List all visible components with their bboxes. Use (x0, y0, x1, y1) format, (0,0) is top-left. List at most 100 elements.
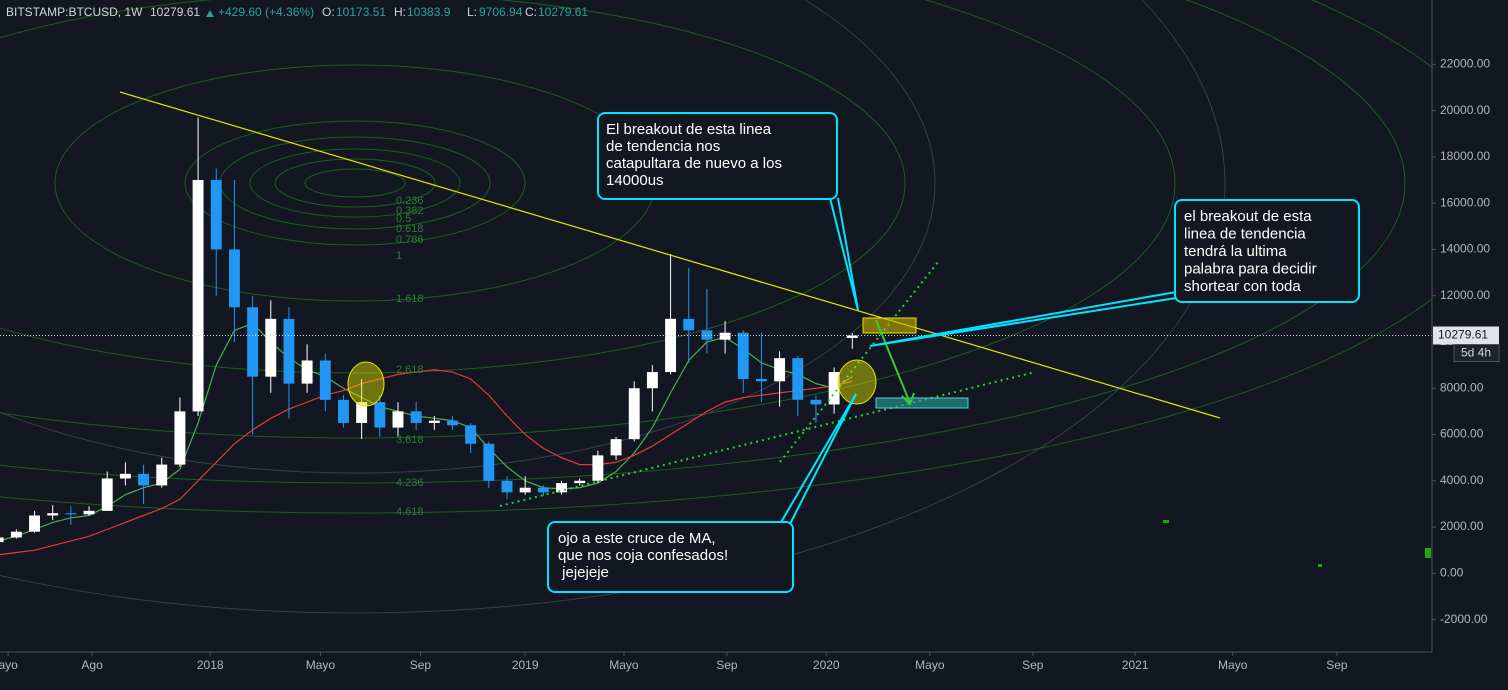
x-tick-label: 2018 (197, 658, 224, 672)
fib-level-label: 0.382 (396, 205, 424, 217)
callout-text: shortear con toda (1184, 278, 1301, 295)
x-tick-label: Mayo (1218, 658, 1248, 672)
callout-box (1174, 199, 1360, 303)
fib-level-label: 3.618 (396, 434, 424, 446)
candle-body (10, 531, 22, 538)
x-tick-label: Mayo (306, 658, 336, 672)
y-tick-label: 14000.00 (1440, 242, 1490, 256)
x-tick-label: 2020 (813, 658, 840, 672)
callout-text: catapultara de nuevo a los (606, 155, 782, 172)
candle-body (0, 537, 4, 543)
candle-body (283, 318, 295, 384)
candle-body (265, 318, 277, 377)
candle-body (447, 420, 458, 426)
marker (1163, 520, 1169, 523)
marker (1318, 564, 1322, 567)
high-value: 10383.9 (407, 5, 451, 19)
y-tick-label: 16000.00 (1440, 195, 1490, 209)
candle-body (156, 464, 168, 486)
low-label: L: (467, 5, 477, 19)
y-tick-label: 4000.00 (1440, 473, 1484, 487)
fib-level-label: 4.236 (396, 477, 424, 489)
highlight (347, 361, 385, 407)
y-tick-label: 22000.00 (1440, 57, 1490, 71)
callout-text: tendrá la ultima (1184, 243, 1287, 260)
candle-body (610, 439, 622, 456)
candle-body (247, 307, 259, 377)
x-tick-label: Sep (1022, 658, 1044, 672)
y-tick-label: 20000.00 (1440, 103, 1490, 117)
arrow (875, 319, 911, 404)
y-tick-label: 18000.00 (1440, 149, 1490, 163)
candle-body (755, 378, 767, 382)
fib-level-label: 4.618 (396, 506, 424, 518)
callout-pointer (829, 197, 859, 311)
candle-body (410, 411, 422, 423)
drawings (119, 91, 1431, 593)
moving-average (0, 322, 853, 542)
candle-body (592, 455, 604, 481)
low-value: 9706.94 (479, 5, 523, 19)
trend-line (119, 91, 1221, 419)
last-price: 10279.61 (150, 5, 200, 19)
open-label: O: (322, 5, 335, 19)
candle-body (47, 513, 59, 516)
candle-body (101, 478, 113, 511)
candle-body (574, 480, 586, 484)
support-line (779, 261, 939, 463)
callout-text: el breakout de esta (1184, 208, 1312, 225)
candle-body (737, 332, 749, 379)
candle-body (665, 318, 677, 373)
price-change: +429.60 (+4.36%) (218, 5, 314, 19)
marker (1425, 548, 1431, 558)
candle-body (556, 483, 567, 493)
candle-body (810, 399, 822, 405)
candle-body (65, 513, 77, 515)
x-tick-label: Sep (1326, 658, 1348, 672)
candle-body (319, 360, 331, 400)
close-value: 10279.61 (538, 5, 588, 19)
countdown: 5d 4h (1461, 346, 1491, 360)
fib-level-label: 1.618 (396, 293, 424, 305)
callout-pointer (779, 393, 857, 525)
fib-level-label: 0.618 (396, 223, 424, 235)
candle-body (428, 420, 440, 423)
candle-body (228, 249, 240, 308)
last-price-box (1433, 326, 1499, 345)
candle-body (792, 358, 804, 400)
candle-body (719, 332, 731, 340)
fib-level-label: 0.236 (396, 195, 424, 207)
x-tick-label: Sep (410, 658, 432, 672)
x-tick-label: Mayo (609, 658, 639, 672)
candle-body (210, 180, 222, 250)
symbol: BITSTAMP:BTCUSD, 1W (6, 5, 143, 19)
candle-body (846, 335, 858, 338)
callout-text: palabra para decidir (1184, 260, 1317, 277)
callout-pointer (869, 291, 1177, 347)
candle-body (338, 399, 349, 423)
moving-average (0, 369, 853, 556)
fib-level-label: 2.618 (396, 364, 424, 376)
candle-body (392, 411, 404, 428)
y-tick-label: 6000.00 (1440, 427, 1484, 441)
candle-body (701, 330, 713, 340)
callout-text: jejejeje (558, 564, 609, 581)
last-price-label: 10279.61 (1438, 328, 1488, 342)
up-icon (206, 10, 214, 17)
y-tick-label: 8000.00 (1440, 380, 1484, 394)
time-axis (0, 652, 1508, 690)
fib-level-label: 0.786 (396, 234, 424, 246)
highlight-box (862, 317, 917, 334)
callout-text: linea de tendencia (1184, 225, 1306, 242)
candle-body (374, 402, 386, 428)
candle-body (483, 443, 495, 481)
x-tick-label: ayo (0, 658, 18, 672)
axes: -2000.00 0.00 2000.00 4000.00 6000.00 8000.00… (0, 57, 1500, 672)
fib-level-label: 0.5 (396, 213, 411, 225)
high-label: H: (394, 5, 406, 19)
x-tick-label: 2019 (512, 658, 539, 672)
x-tick-label: Mayo (915, 658, 945, 672)
candle-body (465, 425, 477, 444)
